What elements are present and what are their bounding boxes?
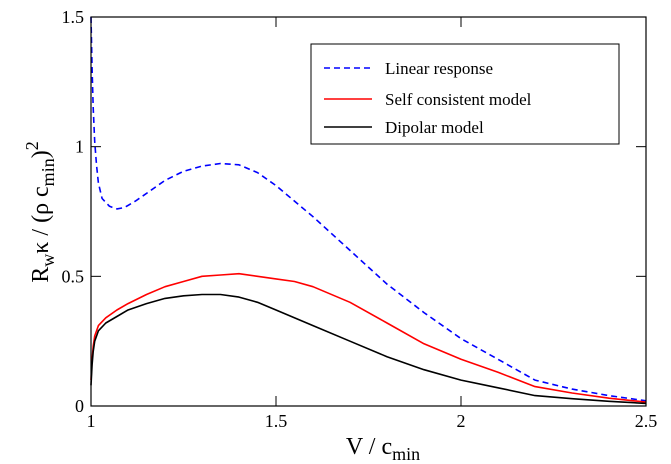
legend-label-self-consistent-model: Self consistent model [385, 90, 532, 109]
x-tick-label-1: 1 [87, 411, 96, 431]
plot-frame [90, 16, 647, 407]
legend: Linear response Self consistent model Di… [310, 43, 620, 145]
x-tick-label-2: 2 [457, 411, 466, 431]
legend-label-linear-response: Linear response [385, 59, 493, 78]
y-tick-label-0: 0 [75, 396, 84, 416]
y-axis-label: Rwκ / (ρ cmin)2 [22, 141, 58, 282]
x-axis-label: V / cmin [346, 434, 420, 464]
series-line-linear-response [90, 16, 647, 402]
x-tick-label-1-5: 1.5 [265, 411, 288, 431]
x-tick-label-2-5: 2.5 [635, 411, 658, 431]
series-line-dipolar-model [90, 293, 647, 405]
series-line-self-consistent-model [90, 272, 647, 403]
y-tick-label-1-5: 1.5 [62, 7, 85, 27]
plot-lines [90, 16, 647, 405]
legend-label-dipolar-model: Dipolar model [385, 118, 484, 137]
y-tick-label-1: 1 [75, 137, 84, 157]
y-tick-label-0-5: 0.5 [62, 266, 85, 286]
axis-ticks: 1 1.5 2 2.5 0 0.5 1 1.5 [62, 7, 658, 431]
